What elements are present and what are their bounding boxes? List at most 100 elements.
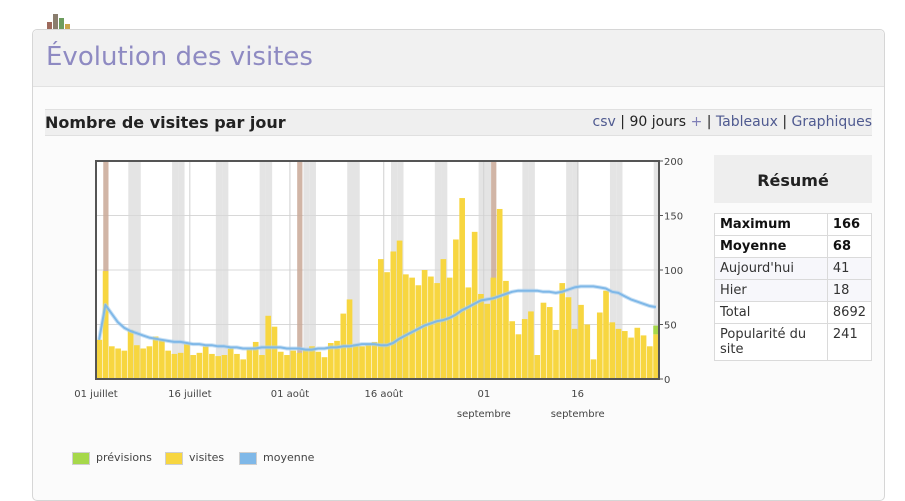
legend-label: moyenne (263, 451, 315, 464)
x-tick-label: 01 juillet (74, 389, 118, 400)
tables-link[interactable]: Tableaux (715, 114, 778, 130)
visit-bar (459, 198, 465, 379)
visit-bar (252, 341, 259, 379)
visit-bar (302, 349, 309, 379)
summary-value: 166 (826, 213, 873, 236)
visit-bar (352, 344, 359, 379)
visit-bar (628, 337, 634, 379)
separator: | (620, 114, 630, 130)
summary-label: Maximum (714, 213, 828, 236)
visit-bar (434, 283, 440, 379)
visit-bar (596, 312, 603, 379)
month-start-band (491, 162, 497, 378)
visit-bar (134, 345, 140, 379)
visit-bar (290, 350, 297, 379)
visit-bar (415, 285, 422, 379)
visit-bar (240, 359, 247, 379)
visit-bar (146, 346, 153, 379)
section-title: Nombre de visites par jour (45, 113, 286, 132)
visit-bar (515, 334, 522, 379)
visit-bar (390, 251, 397, 379)
visit-bar (540, 302, 547, 379)
visit-bar (578, 304, 584, 379)
y-tick-label: 100 (664, 266, 683, 277)
visit-bar (196, 352, 203, 379)
y-tick-label: 50 (664, 321, 677, 332)
y-tick-label: 200 (664, 157, 683, 168)
x-tick-label-month: septembre (551, 409, 605, 420)
csv-link[interactable]: csv (592, 114, 616, 130)
visit-bar (209, 353, 215, 379)
x-tick-label: 16 juillet (168, 389, 212, 400)
visit-bar (384, 272, 390, 379)
x-tick-label-month: septembre (457, 409, 511, 420)
summary-title: Résumé (714, 155, 872, 203)
summary-row-total: Total 8692 (714, 301, 873, 324)
average-line (98, 285, 657, 351)
y-tick-label: 0 (664, 375, 670, 386)
summary-label: Total (714, 301, 828, 324)
visit-bar (465, 287, 472, 379)
visit-bar (215, 356, 222, 379)
month-start-band (297, 162, 303, 378)
visit-bar (571, 328, 578, 379)
visit-bar (140, 348, 146, 379)
summary-value: 241 (826, 323, 873, 361)
summary-label: Hier (714, 279, 828, 302)
summary-row-today: Aujourd'hui 41 (714, 257, 873, 280)
x-tick-label: 16 août (365, 388, 403, 400)
visit-bar (177, 352, 184, 379)
summary-table: Maximum 166 Moyenne 68 Aujourd'hui 41 Hi… (714, 213, 873, 361)
visit-bar (609, 322, 616, 379)
visit-bar (171, 353, 178, 379)
visit-bar (346, 299, 353, 379)
summary-value: 68 (826, 235, 873, 258)
summary-value: 8692 (826, 301, 873, 324)
visit-bar (528, 311, 534, 379)
summary-value: 41 (826, 257, 873, 280)
summary-row-popularity: Popularité du site 241 (714, 323, 873, 361)
summary-label: Moyenne (714, 235, 828, 258)
visit-bar (371, 341, 378, 379)
legend-label: prévisions (96, 451, 152, 464)
visit-bar (115, 348, 121, 379)
visit-bar (409, 277, 415, 379)
visit-bar (553, 329, 559, 379)
x-tick-label: 01 (477, 389, 490, 400)
legend-label: visites (189, 451, 225, 464)
visit-bar (127, 329, 134, 379)
legend-forecast: prévisions (72, 451, 152, 465)
visit-bar (453, 239, 459, 379)
visit-bar (509, 321, 516, 379)
period-plus-link[interactable]: + (690, 114, 703, 130)
visit-bar (227, 348, 234, 379)
forecast-bar (653, 325, 659, 335)
visit-bar (646, 346, 653, 379)
visit-bar (190, 355, 196, 379)
visit-bar (159, 339, 165, 379)
legend-swatch (239, 451, 257, 465)
summary-row-average: Moyenne 68 (714, 235, 873, 258)
visit-bar (546, 307, 553, 379)
summary-row-maximum: Maximum 166 (714, 213, 873, 236)
visit-bar (296, 352, 303, 379)
visit-bar (534, 355, 541, 379)
visit-bar (496, 208, 503, 379)
visit-bar (96, 339, 103, 379)
summary-row-yesterday: Hier 18 (714, 279, 873, 302)
visit-bar (234, 353, 240, 379)
charts-link[interactable]: Graphiques (791, 114, 873, 130)
visit-bar (396, 240, 403, 379)
visit-bar (621, 331, 628, 379)
y-tick-label: 150 (664, 212, 683, 223)
view-links: csv | 90 jours + | Tableaux | Graphiques (593, 114, 872, 130)
separator: | (706, 114, 716, 130)
visit-bar (403, 274, 409, 379)
visit-bar (365, 344, 372, 379)
visit-bar (277, 351, 284, 379)
period-label: 90 jours (629, 114, 687, 130)
visit-bar (359, 346, 365, 379)
legend-swatch (165, 451, 183, 465)
visit-bar (503, 280, 509, 379)
x-tick-label: 01 août (271, 388, 309, 400)
